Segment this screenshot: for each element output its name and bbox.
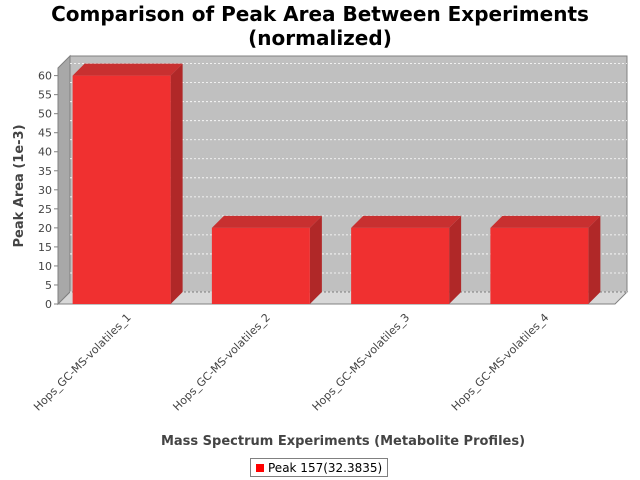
x-tick-label: Hops_GC-MS-volatiles_1 bbox=[31, 311, 134, 414]
y-tick-label: 50 bbox=[38, 108, 52, 121]
y-tick-label: 40 bbox=[38, 146, 52, 159]
plot-side-wall bbox=[57, 54, 71, 306]
bar-top bbox=[211, 215, 322, 228]
legend-swatch bbox=[256, 463, 264, 472]
bar-side bbox=[309, 215, 322, 304]
y-tick-label: 15 bbox=[38, 241, 52, 254]
y-tick-label: 30 bbox=[38, 184, 52, 197]
y-tick-label: 60 bbox=[38, 70, 52, 83]
y-tick-label: 45 bbox=[38, 127, 52, 140]
bar bbox=[211, 227, 310, 304]
x-tick-label: Hops_GC-MS-volatiles_4 bbox=[449, 311, 552, 414]
x-tick-label: Hops_GC-MS-volatiles_2 bbox=[170, 311, 273, 414]
bar-top bbox=[351, 215, 462, 228]
y-tick-label: 35 bbox=[38, 165, 52, 178]
y-tick-label: 10 bbox=[38, 260, 52, 273]
y-tick-label: 20 bbox=[38, 222, 52, 235]
y-tick-label: 5 bbox=[45, 279, 52, 292]
bar bbox=[72, 75, 171, 304]
y-tick-label: 0 bbox=[45, 298, 52, 311]
x-tick-label: Hops_GC-MS-volatiles_3 bbox=[310, 311, 413, 414]
bar-side bbox=[170, 63, 183, 305]
bar-top bbox=[490, 215, 601, 228]
x-axis-title: Mass Spectrum Experiments (Metabolite Pr… bbox=[161, 434, 525, 449]
legend-label: Peak 157(32.3835) bbox=[268, 460, 383, 475]
bar bbox=[490, 227, 589, 304]
y-tick-label: 55 bbox=[38, 89, 52, 102]
y-axis-title: Peak Area (1e-3) bbox=[12, 124, 27, 247]
bar-top bbox=[72, 63, 183, 76]
chart-title: Comparison of Peak Area Between Experime… bbox=[51, 2, 589, 26]
bar-side bbox=[449, 215, 462, 304]
bar-side bbox=[588, 215, 601, 304]
chart-subtitle: (normalized) bbox=[248, 26, 392, 50]
y-tick-label: 25 bbox=[38, 203, 52, 216]
bar bbox=[351, 227, 450, 304]
legend: Peak 157(32.3835) bbox=[250, 458, 389, 477]
